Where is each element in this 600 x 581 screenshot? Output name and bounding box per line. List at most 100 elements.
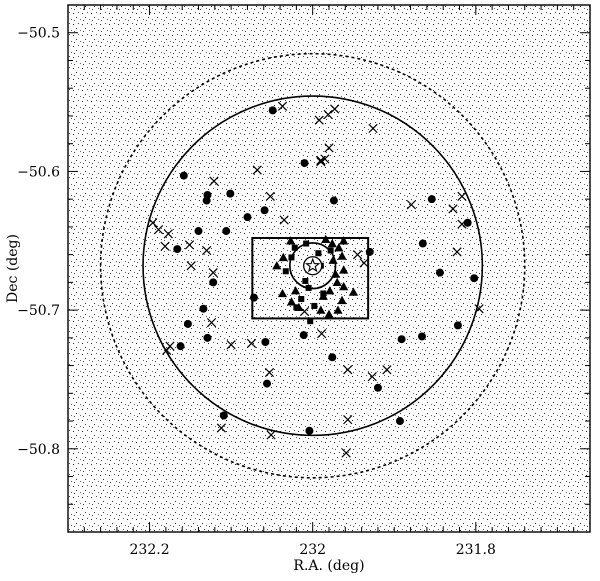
filled-circle-point xyxy=(222,227,231,236)
star-marker-icon xyxy=(304,257,321,273)
filled-circle-point xyxy=(219,411,228,420)
filled-circle-point xyxy=(268,106,277,115)
cross-point xyxy=(252,165,262,175)
filled-triangle-point xyxy=(334,243,344,252)
cross-point xyxy=(474,304,484,314)
filled-circle-point xyxy=(299,331,308,340)
cross-point xyxy=(160,241,170,251)
filled-circle-point xyxy=(260,206,269,215)
filled-circle-point xyxy=(373,383,382,392)
x-tick-label: 232.2 xyxy=(130,542,170,558)
filled-square-point xyxy=(315,250,322,257)
cross-point xyxy=(457,191,467,202)
filled-triangle-point xyxy=(337,251,347,260)
cross-point xyxy=(343,415,353,425)
background-star-field xyxy=(68,5,590,532)
y-axis-label: Dec (deg) xyxy=(5,234,21,303)
cross-point xyxy=(448,204,458,214)
filled-circle-point xyxy=(194,227,203,236)
cross-point xyxy=(316,155,326,165)
filled-circle-point xyxy=(209,278,218,287)
region-circle-1 xyxy=(142,95,484,437)
filled-circle-point xyxy=(305,426,314,435)
filled-square-point xyxy=(291,244,298,251)
axes: 231.8 232 232.2 −50.5 −50.6 −50.7 −50.8 R.A. (d… xyxy=(5,4,591,574)
filled-triangle-point xyxy=(324,309,334,318)
filled-square-point xyxy=(288,254,295,261)
filled-triangle-point xyxy=(286,236,296,245)
filled-triangle-point xyxy=(316,305,326,314)
x-tick-label: 232 xyxy=(299,542,326,558)
filled-square-point xyxy=(320,290,327,297)
cross-point xyxy=(317,329,327,339)
region-circle-2 xyxy=(289,242,337,290)
cross-point xyxy=(206,317,217,328)
filled-triangle-point xyxy=(327,238,337,248)
cross-point xyxy=(343,365,353,375)
cross-point xyxy=(314,115,324,125)
cross-point xyxy=(352,250,363,260)
cross-point xyxy=(153,225,164,235)
cross-point xyxy=(323,109,333,120)
cross-point xyxy=(382,365,392,375)
filled-triangle-point xyxy=(272,261,282,270)
filled-square-point xyxy=(293,304,300,311)
filled-circle-point xyxy=(328,353,337,362)
filled-square-point xyxy=(307,318,314,325)
filled-triangle-point xyxy=(321,234,331,244)
filled-triangle-point xyxy=(330,269,341,278)
cross-point xyxy=(208,268,218,278)
filled-circle-point xyxy=(176,342,185,351)
filled-triangle-point xyxy=(277,288,288,298)
x-tick-label: 231.8 xyxy=(456,542,496,558)
filled-triangle-point xyxy=(278,252,288,262)
filled-triangle-point xyxy=(325,286,335,295)
cross-point xyxy=(324,143,334,153)
cross-point xyxy=(359,258,369,268)
cross-point xyxy=(226,340,236,350)
filled-square-point xyxy=(327,247,334,254)
filled-triangle-point xyxy=(337,295,347,305)
cross-point xyxy=(452,247,462,257)
cross-point xyxy=(165,341,175,351)
markers xyxy=(148,101,484,458)
filled-circle-point xyxy=(300,159,309,168)
filled-circle-point xyxy=(453,321,462,330)
filled-circle-point xyxy=(199,304,208,313)
filled-triangle-point xyxy=(339,265,349,274)
cross-point xyxy=(266,430,276,440)
filled-triangle-point xyxy=(348,287,359,296)
x-axis-label: R.A. (deg) xyxy=(293,558,364,574)
cross-point xyxy=(184,240,195,250)
filled-circle-point xyxy=(261,338,270,347)
cross-point xyxy=(202,245,212,256)
cross-point xyxy=(163,229,173,239)
filled-square-point xyxy=(282,268,289,275)
cross-point xyxy=(341,448,351,458)
cross-point xyxy=(264,367,275,378)
cross-point xyxy=(368,123,378,134)
filled-square-point xyxy=(298,296,305,303)
filled-circle-point xyxy=(463,218,472,227)
filled-circle-point xyxy=(226,189,235,198)
region-circle-0 xyxy=(99,52,526,479)
cross-point xyxy=(209,176,219,186)
filled-circle-point xyxy=(470,274,479,283)
filled-triangle-point xyxy=(339,236,349,245)
filled-circle-point xyxy=(249,293,258,302)
filled-circle-point xyxy=(173,245,182,254)
filled-triangle-point xyxy=(333,305,343,314)
plot-area xyxy=(68,5,590,532)
cross-point xyxy=(279,215,289,225)
filled-circle-point xyxy=(427,195,436,204)
filled-triangle-point xyxy=(290,286,301,295)
cross-point xyxy=(457,219,467,229)
cross-point xyxy=(186,261,196,271)
filled-square-point xyxy=(305,284,312,291)
y-tick-label: −50.8 xyxy=(17,442,60,458)
y-tick-label: −50.5 xyxy=(17,26,60,42)
cross-point xyxy=(265,191,275,202)
y-tick-label: −50.7 xyxy=(17,303,60,319)
